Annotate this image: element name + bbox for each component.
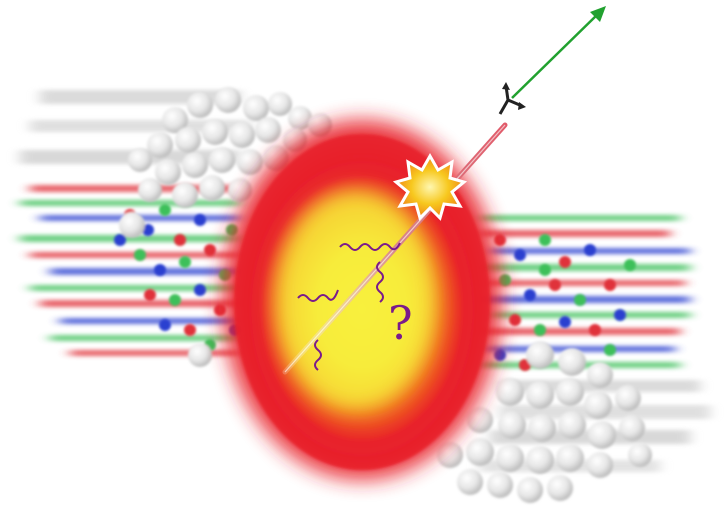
right-nucleons (437, 341, 652, 503)
gluon-line (376, 261, 384, 303)
nucleon-cluster-right (437, 234, 652, 503)
collision-flash (392, 152, 468, 221)
nucleon-cluster-left (114, 87, 332, 367)
gluon-line (339, 242, 401, 251)
gluon-wavy-lines (297, 242, 401, 371)
left-nucleons (119, 87, 332, 367)
right-quarks (494, 234, 636, 371)
photon-arrow (511, 6, 606, 99)
question-mark-annotation: ? (388, 296, 413, 350)
gluon-line (297, 289, 339, 302)
gluon-line (314, 339, 322, 371)
coordinate-axes-icon (498, 82, 526, 115)
